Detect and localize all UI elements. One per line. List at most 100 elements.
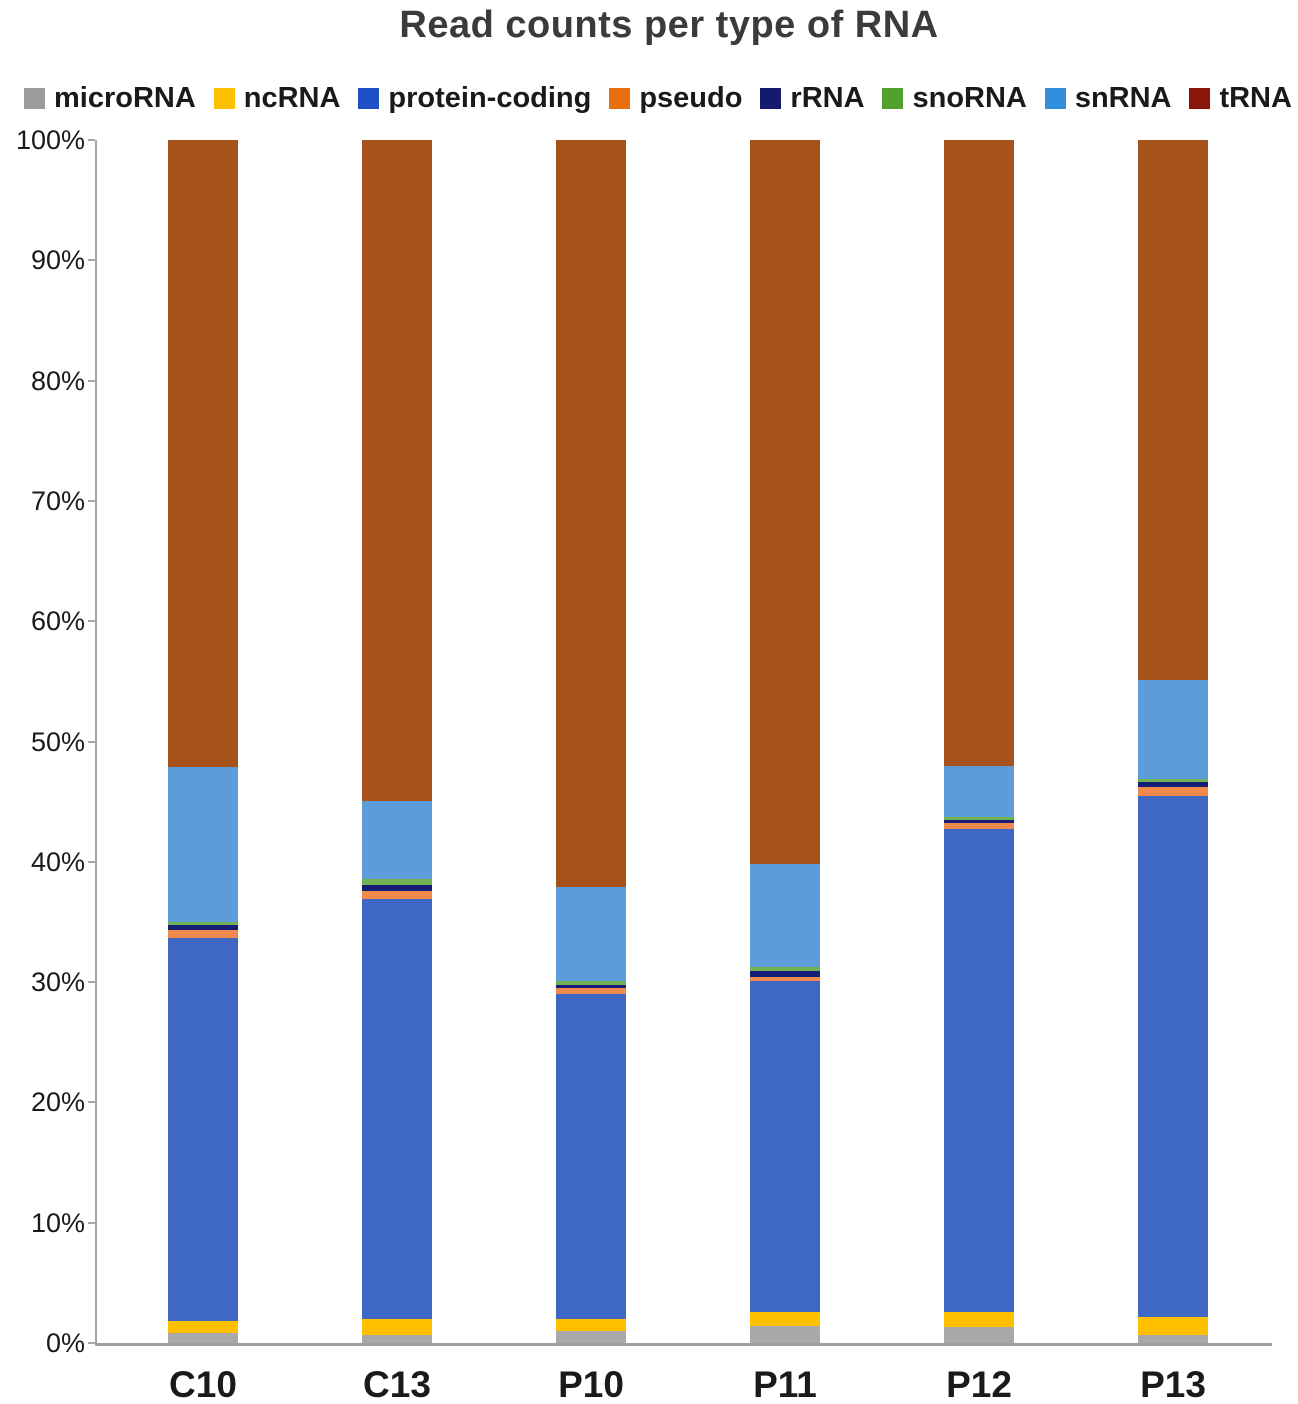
y-tick-mark-90pct xyxy=(88,259,95,262)
y-tick-label-100pct: 100% xyxy=(15,125,85,155)
y-tick-mark-80pct xyxy=(88,379,95,382)
segment-snRNA-C13 xyxy=(362,800,432,879)
legend-swatch-rRNA xyxy=(760,87,782,109)
legend-item-ncRNA: ncRNA xyxy=(213,81,341,115)
segment-protein-coding-C10 xyxy=(168,937,238,1322)
segment-snoRNA-P12 xyxy=(944,817,1014,821)
stacked-bar-C10 xyxy=(168,140,238,1343)
stacked-bar-C13 xyxy=(362,140,432,1343)
segment-tRNA-C13 xyxy=(362,140,432,801)
legend-label-rRNA: rRNA xyxy=(790,81,865,114)
y-tick-label-50pct: 50% xyxy=(30,726,85,757)
segment-microRNA-P13 xyxy=(1138,1334,1208,1343)
y-tick-label-60pct: 60% xyxy=(30,606,85,637)
segment-pseudo-P12 xyxy=(944,823,1014,830)
legend-label-protein-coding: protein-coding xyxy=(388,81,592,114)
y-tick-label-70pct: 70% xyxy=(30,485,85,516)
segment-rRNA-P10 xyxy=(556,985,626,989)
segment-microRNA-C13 xyxy=(362,1334,432,1343)
segment-tRNA-P11 xyxy=(750,140,820,865)
segment-rRNA-P12 xyxy=(944,820,1014,824)
y-axis-line xyxy=(95,140,97,1344)
stacked-bar-P11 xyxy=(750,140,820,1343)
legend-label-snoRNA: snoRNA xyxy=(912,81,1027,114)
segment-rRNA-P11 xyxy=(750,971,820,977)
x-label-C10: C10 xyxy=(169,1364,237,1404)
legend: microRNA ncRNA protein-coding pseudo rRNA sno… xyxy=(24,80,1292,116)
x-label-P12: P12 xyxy=(946,1364,1012,1404)
segment-ncRNA-P11 xyxy=(750,1311,820,1327)
legend-swatch-protein-coding xyxy=(358,87,380,109)
segment-snoRNA-P13 xyxy=(1138,778,1208,783)
y-tick-mark-40pct xyxy=(88,860,95,863)
y-tick-mark-70pct xyxy=(88,499,95,502)
y-tick-mark-20pct xyxy=(88,1101,95,1104)
segment-ncRNA-C10 xyxy=(168,1321,238,1334)
bar-slot-C13 xyxy=(300,140,494,1343)
legend-item-tRNA: tRNA xyxy=(1189,82,1292,115)
segment-snoRNA-C13 xyxy=(362,878,432,885)
legend-swatch-ncRNA xyxy=(213,87,235,109)
x-axis-labels: C10 C13 P10 P11 P12 P13 xyxy=(106,1364,1270,1404)
y-tick-mark-50pct xyxy=(88,740,95,743)
segment-protein-coding-P12 xyxy=(944,829,1014,1313)
segment-pseudo-C13 xyxy=(362,890,432,900)
legend-item-protein-coding: protein-coding xyxy=(358,82,591,115)
bar-slot-P13 xyxy=(1076,140,1270,1343)
x-label-P10: P10 xyxy=(558,1364,624,1404)
bar-slot-C10 xyxy=(106,140,300,1343)
y-tick-label-90pct: 90% xyxy=(30,245,85,276)
y-tick-label-10pct: 10% xyxy=(30,1207,85,1238)
segment-rRNA-P13 xyxy=(1138,782,1208,787)
segment-rRNA-C10 xyxy=(168,925,238,931)
segment-pseudo-P13 xyxy=(1138,786,1208,796)
bar-slot-P11 xyxy=(688,140,882,1343)
legend-label-snRNA: snRNA xyxy=(1074,81,1172,114)
y-tick-label-30pct: 30% xyxy=(30,967,85,998)
segment-protein-coding-P13 xyxy=(1138,795,1208,1318)
segment-snRNA-P12 xyxy=(944,765,1014,818)
legend-item-snRNA: snRNA xyxy=(1044,81,1172,115)
segment-protein-coding-C13 xyxy=(362,899,432,1319)
y-tick-mark-30pct xyxy=(88,981,95,984)
y-tick-label-0pct: 0% xyxy=(45,1328,85,1358)
bars-container xyxy=(106,140,1270,1343)
legend-swatch-snoRNA xyxy=(882,87,904,109)
legend-swatch-snRNA xyxy=(1044,87,1066,109)
segment-snoRNA-P10 xyxy=(556,980,626,986)
bar-slot-P10 xyxy=(494,140,688,1343)
segment-tRNA-P10 xyxy=(556,140,626,888)
segment-tRNA-P12 xyxy=(944,140,1014,766)
legend-swatch-tRNA xyxy=(1189,87,1211,109)
segment-microRNA-P10 xyxy=(556,1330,626,1343)
y-tick-label-40pct: 40% xyxy=(30,846,85,877)
legend-item-microRNA: microRNA xyxy=(24,82,196,115)
stacked-bar-P13 xyxy=(1138,140,1208,1343)
segment-tRNA-P13 xyxy=(1138,140,1208,681)
y-tick-mark-10pct xyxy=(88,1221,95,1224)
x-axis-line xyxy=(95,1343,1272,1346)
legend-item-pseudo: pseudo xyxy=(609,82,742,115)
segment-snRNA-P13 xyxy=(1138,680,1208,779)
segment-microRNA-P11 xyxy=(750,1326,820,1343)
segment-microRNA-P12 xyxy=(944,1327,1014,1343)
segment-snRNA-C10 xyxy=(168,766,238,923)
stacked-bar-P10 xyxy=(556,140,626,1343)
segment-snRNA-P10 xyxy=(556,887,626,981)
segment-snoRNA-C10 xyxy=(168,922,238,926)
legend-swatch-microRNA xyxy=(24,87,45,109)
segment-tRNA-C10 xyxy=(168,140,238,767)
segment-ncRNA-P13 xyxy=(1138,1317,1208,1335)
legend-label-pseudo: pseudo xyxy=(639,81,743,114)
legend-label-ncRNA: ncRNA xyxy=(243,81,341,114)
y-tick-mark-60pct xyxy=(88,620,95,623)
segment-pseudo-P10 xyxy=(556,988,626,995)
y-tick-mark-100pct xyxy=(88,139,95,141)
segment-microRNA-C10 xyxy=(168,1333,238,1343)
segment-protein-coding-P10 xyxy=(556,994,626,1319)
legend-label-tRNA: tRNA xyxy=(1219,81,1292,114)
segment-rRNA-C13 xyxy=(362,884,432,891)
legend-item-snoRNA: snoRNA xyxy=(882,81,1027,115)
x-label-C13: C13 xyxy=(363,1364,431,1404)
